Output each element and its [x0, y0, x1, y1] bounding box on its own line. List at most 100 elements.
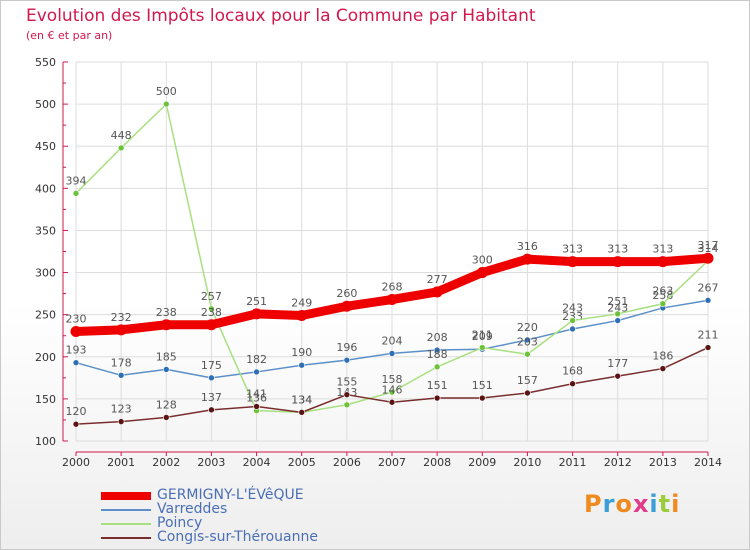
data-label-varreddes: 208 — [427, 331, 448, 344]
logo-letter: i — [671, 490, 681, 518]
data-point-poincy — [162, 100, 170, 108]
logo-letter: t — [658, 490, 672, 518]
data-label-congis-sur-th-rouanne: 134 — [291, 393, 312, 406]
data-point-poincy — [117, 144, 125, 152]
x-tick-label: 2009 — [468, 456, 496, 469]
legend-label-congis: Congis-sur-Thérouanne — [157, 529, 318, 545]
data-point-congis-sur-th-rouanne — [72, 420, 80, 428]
x-tick-label: 2003 — [197, 456, 225, 469]
data-point-congis-sur-th-rouanne — [524, 389, 531, 397]
data-label-poincy: 257 — [201, 290, 222, 303]
data-point-varreddes — [388, 350, 396, 357]
data-label-germigny-l-v-que: 277 — [427, 273, 448, 286]
logo-letter: o — [615, 490, 633, 518]
data-point-congis-sur-th-rouanne — [162, 414, 170, 421]
data-point-varreddes — [343, 356, 351, 364]
proxiti-logo: Proxiti — [584, 490, 680, 518]
data-point-germigny-l-v-que — [115, 324, 127, 336]
data-point-congis-sur-th-rouanne — [208, 406, 215, 414]
data-label-germigny-l-v-que: 316 — [517, 240, 538, 253]
y-tick-label: 450 — [35, 140, 56, 153]
data-point-poincy — [208, 305, 215, 313]
legend-item-congis: Congis-sur-Thérouanne — [101, 530, 318, 545]
data-point-poincy — [478, 344, 486, 351]
data-point-germigny-l-v-que — [70, 326, 82, 338]
data-point-germigny-l-v-que — [431, 286, 443, 298]
data-label-germigny-l-v-que: 300 — [472, 254, 493, 267]
data-label-congis-sur-th-rouanne: 123 — [111, 403, 132, 416]
data-label-germigny-l-v-que: 313 — [652, 243, 673, 256]
x-tick-label: 2002 — [152, 456, 180, 469]
x-tick-label: 2014 — [694, 456, 722, 469]
legend-swatch-varreddes — [101, 508, 151, 511]
data-label-poincy: 500 — [156, 85, 177, 98]
logo-letter: i — [649, 490, 659, 518]
data-point-congis-sur-th-rouanne — [343, 391, 351, 398]
x-tick-label: 2013 — [649, 456, 677, 469]
data-point-germigny-l-v-que — [521, 253, 533, 265]
data-label-congis-sur-th-rouanne: 137 — [201, 391, 222, 404]
x-tick-label: 2012 — [604, 456, 632, 469]
data-label-poincy: 448 — [111, 129, 132, 142]
data-label-poincy: 158 — [382, 373, 403, 386]
data-label-congis-sur-th-rouanne: 146 — [382, 383, 403, 396]
data-label-congis-sur-th-rouanne: 128 — [156, 398, 177, 411]
x-tick-label: 2005 — [288, 456, 316, 469]
data-label-germigny-l-v-que: 260 — [336, 287, 357, 300]
data-point-germigny-l-v-que — [296, 310, 308, 322]
data-point-congis-sur-th-rouanne — [253, 403, 260, 410]
data-point-poincy — [433, 363, 441, 371]
data-point-poincy — [614, 310, 622, 318]
x-tick-label: 2007 — [378, 456, 406, 469]
data-point-varreddes — [298, 361, 306, 369]
y-tick-label: 400 — [35, 182, 56, 195]
legend-label-varreddes: Varreddes — [157, 501, 228, 517]
x-tick-label: 2011 — [559, 456, 587, 469]
data-point-germigny-l-v-que — [476, 267, 488, 279]
data-point-poincy — [569, 317, 576, 324]
data-point-varreddes — [208, 374, 215, 382]
data-point-germigny-l-v-que — [657, 256, 669, 268]
data-label-germigny-l-v-que: 238 — [156, 306, 177, 319]
data-point-germigny-l-v-que — [341, 300, 353, 312]
data-point-congis-sur-th-rouanne — [614, 372, 622, 380]
data-label-poincy: 243 — [562, 302, 583, 315]
x-tick-label: 2006 — [333, 456, 361, 469]
data-point-poincy — [343, 401, 351, 409]
data-label-congis-sur-th-rouanne: 151 — [472, 379, 493, 392]
data-label-poincy: 134 — [291, 393, 312, 406]
data-label-varreddes: 182 — [246, 353, 267, 366]
data-label-germigny-l-v-que: 317 — [698, 239, 719, 252]
data-point-varreddes — [253, 368, 260, 376]
data-label-varreddes: 196 — [336, 341, 357, 354]
data-point-varreddes — [117, 372, 125, 379]
data-label-germigny-l-v-que: 230 — [66, 313, 87, 326]
data-label-germigny-l-v-que: 238 — [201, 306, 222, 319]
y-tick-label: 300 — [35, 267, 56, 280]
data-label-germigny-l-v-que: 249 — [291, 297, 312, 310]
data-label-congis-sur-th-rouanne: 186 — [652, 350, 673, 363]
data-point-germigny-l-v-que — [702, 252, 714, 264]
data-label-germigny-l-v-que: 251 — [246, 295, 267, 308]
data-point-congis-sur-th-rouanne — [704, 344, 712, 351]
data-point-congis-sur-th-rouanne — [433, 394, 441, 402]
legend-swatch-congis — [101, 536, 151, 539]
data-point-germigny-l-v-que — [567, 256, 579, 268]
y-tick-label: 100 — [35, 435, 56, 448]
data-point-congis-sur-th-rouanne — [388, 398, 396, 406]
legend-item-germigny: GERMIGNY-L'ÉVêQUE — [101, 488, 304, 503]
data-label-congis-sur-th-rouanne: 155 — [336, 376, 357, 389]
y-tick-label: 350 — [35, 224, 56, 237]
legend-swatch-poincy — [101, 522, 151, 525]
data-point-poincy — [388, 388, 396, 396]
legend-label-poincy: Poincy — [157, 515, 203, 531]
legend-label-germigny: GERMIGNY-L'ÉVêQUE — [157, 487, 304, 503]
data-point-germigny-l-v-que — [251, 308, 263, 320]
logo-letter: x — [632, 490, 650, 518]
data-point-varreddes — [524, 336, 531, 344]
x-tick-label: 2010 — [513, 456, 541, 469]
data-label-varreddes: 193 — [66, 344, 87, 357]
data-point-varreddes — [433, 346, 441, 354]
data-point-germigny-l-v-que — [205, 319, 217, 331]
